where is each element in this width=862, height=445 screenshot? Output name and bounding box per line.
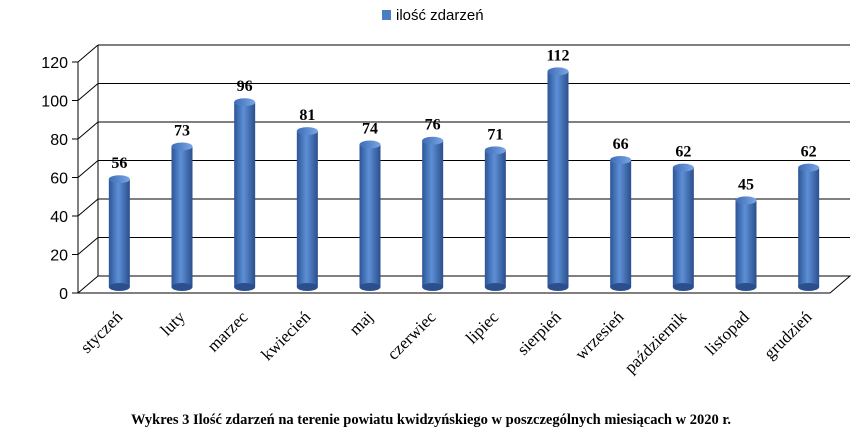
x-axis-label: marzec xyxy=(203,307,251,355)
bar-body xyxy=(547,71,569,288)
bar-base xyxy=(547,283,569,291)
bar-cap xyxy=(234,98,256,107)
bar-cap xyxy=(547,67,569,76)
bar-cap xyxy=(296,127,318,136)
bar-base xyxy=(672,283,694,291)
x-axis-label: listopad xyxy=(701,307,753,359)
gridline-side xyxy=(77,160,99,178)
bar-cap xyxy=(798,163,820,172)
bar-cap xyxy=(610,155,632,164)
data-label: 73 xyxy=(174,122,190,139)
bar-body xyxy=(234,102,256,287)
bar-cap xyxy=(735,196,757,205)
gridline-side xyxy=(77,121,99,140)
x-axis-label: lipiec xyxy=(462,307,502,347)
bar-base xyxy=(171,283,193,291)
gridlines xyxy=(77,44,850,255)
axes xyxy=(72,45,852,294)
bar-body xyxy=(171,146,193,287)
bar-cap xyxy=(108,175,130,184)
gridline-side xyxy=(77,44,99,63)
bar-base xyxy=(735,283,757,291)
data-label: 45 xyxy=(738,176,754,193)
y-tick-label: 60 xyxy=(50,171,68,188)
data-label: 74 xyxy=(362,121,378,138)
bar-cap xyxy=(672,163,694,172)
bar xyxy=(484,146,506,291)
bar-base xyxy=(422,283,444,291)
bars xyxy=(108,67,820,291)
bar-body xyxy=(484,150,506,287)
bar xyxy=(610,155,632,291)
y-tick-label: 80 xyxy=(50,132,68,149)
data-label: 96 xyxy=(237,78,253,95)
y-tick-label: 20 xyxy=(50,248,68,265)
bar xyxy=(735,196,757,291)
legend-label: ilość zdarzeń xyxy=(396,7,484,24)
x-axis-label: sierpień xyxy=(513,307,565,359)
gridline-side xyxy=(77,237,99,255)
bar xyxy=(234,98,256,291)
chart-caption: Wykres 3 Ilość zdarzeń na terenie powiat… xyxy=(130,412,732,428)
bar xyxy=(422,136,444,291)
data-labels: 56 73 96 81 74 76 71 112 66 62 45 62 xyxy=(111,47,816,193)
y-tick-label: 40 xyxy=(50,209,68,226)
y-tick-label: 100 xyxy=(41,94,68,111)
bar-base xyxy=(359,283,381,291)
bar xyxy=(798,163,820,291)
bar-body xyxy=(798,167,820,287)
bar xyxy=(547,67,569,291)
bar-body xyxy=(359,144,381,287)
data-label: 62 xyxy=(801,144,817,161)
x-axis-label: kwiecień xyxy=(257,307,314,364)
x-axis-label: październik xyxy=(621,307,691,377)
bar-cap xyxy=(422,136,444,145)
data-label: 112 xyxy=(546,47,569,64)
floor xyxy=(76,275,852,294)
x-axis-label: grudzień xyxy=(760,307,816,363)
data-label: 66 xyxy=(613,136,629,153)
y-tick-label: 0 xyxy=(59,286,68,303)
bar xyxy=(171,142,193,291)
bar-base xyxy=(798,283,820,291)
bar-body xyxy=(296,131,318,287)
x-axis-labels: styczeń luty marzec kwiecień maj czerwiec lipi… xyxy=(77,307,816,377)
data-label: 56 xyxy=(111,155,127,172)
gridline-side xyxy=(77,198,99,217)
bar-base xyxy=(234,283,256,291)
x-axis-label: maj xyxy=(345,307,376,338)
bar-cap xyxy=(484,146,506,155)
x-axis-label: luty xyxy=(157,307,189,339)
bar xyxy=(359,140,381,291)
bar-cap xyxy=(171,142,193,151)
bar-base xyxy=(108,283,130,291)
bar-body xyxy=(610,159,632,287)
legend: ilość zdarzeń xyxy=(382,7,484,24)
bar-cap xyxy=(359,140,381,149)
x-axis-label: wrzesień xyxy=(571,307,628,364)
bar-chart: ilość zdarzeń 0 20 40 60 80 100 120 56 73 96 81 74… xyxy=(41,7,852,377)
bar-base xyxy=(610,283,632,291)
legend-swatch xyxy=(382,10,391,20)
y-axis-ticks: 0 20 40 60 80 100 120 xyxy=(41,55,68,303)
bar-base xyxy=(484,283,506,291)
bar-body xyxy=(735,200,757,287)
data-label: 76 xyxy=(425,117,441,134)
bar-body xyxy=(672,167,694,287)
y-tick-label: 120 xyxy=(41,55,68,72)
data-label: 62 xyxy=(675,144,691,161)
bar xyxy=(672,163,694,291)
data-label: 71 xyxy=(487,126,503,143)
bar xyxy=(108,175,130,291)
gridline-side xyxy=(77,83,99,101)
x-axis-label: czerwiec xyxy=(383,307,439,363)
bar-base xyxy=(296,283,318,291)
bar-body xyxy=(422,140,444,287)
bar-body xyxy=(108,179,130,287)
x-axis-label: styczeń xyxy=(77,307,127,357)
data-label: 81 xyxy=(299,107,315,124)
bar xyxy=(296,127,318,291)
